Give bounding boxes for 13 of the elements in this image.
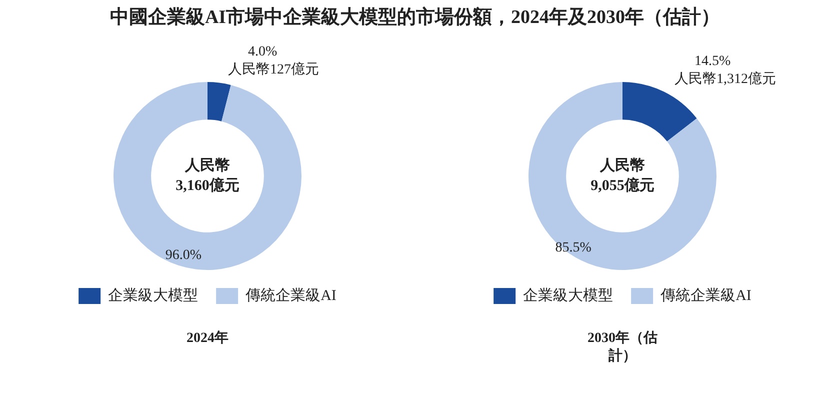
legend-label: 企業級大模型 [523,286,614,304]
data-label: 85.5% [555,240,592,256]
text: 2024年 [186,330,228,348]
text: 中國企業級AI市場中企業級大模型的市場份額，2024年及2030年（估計） [108,6,722,30]
data-label: 14.5% 人民幣1,312億元 [674,54,776,87]
text: 2030年（估計） [588,330,658,366]
data-label: 4.0% 人民幣127億元 [228,44,320,78]
legend-label: 企業級大模型 [108,286,198,304]
text: 人民幣 9,055億元 [590,156,654,194]
text: 人民幣 3,160億元 [176,156,240,194]
data-label: 96.0% [165,248,202,264]
legend-label: 傳統企業級AI [244,286,336,304]
legend-label: 傳統企業級AI [660,286,752,304]
